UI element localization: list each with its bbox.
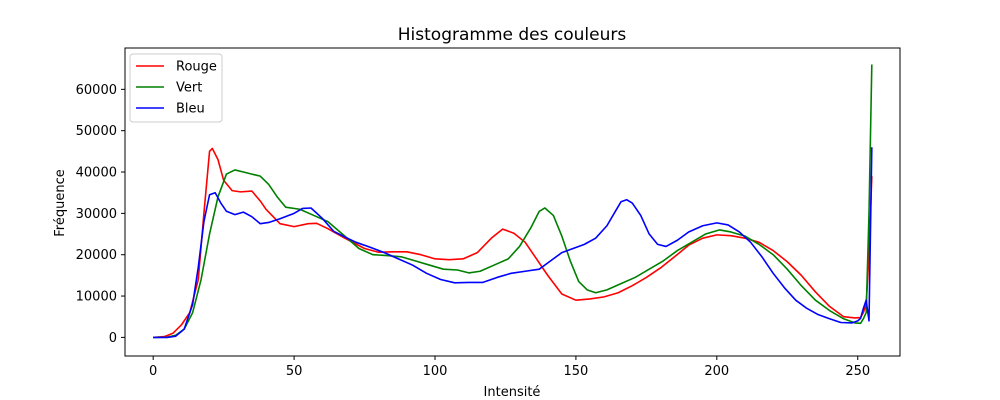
- legend-box: [129, 53, 223, 123]
- series-line-rouge: [153, 147, 873, 339]
- legend-label-rouge: Rouge: [176, 60, 217, 75]
- y-axis: 0 10000 20000 30000 40000 50000 60000: [76, 83, 125, 346]
- y-axis-title: Fréquence: [53, 169, 68, 236]
- legend: Rouge Vert Bleu: [129, 53, 223, 123]
- y-tick-label: 50000: [76, 124, 117, 139]
- y-tick-label: 10000: [76, 290, 117, 305]
- x-tick-label: 50: [286, 364, 303, 379]
- plot-frame: [124, 47, 901, 357]
- series-layer: [153, 64, 873, 339]
- y-tick-label: 40000: [76, 166, 117, 181]
- chart-title: Histogramme des couleurs: [398, 25, 627, 45]
- y-tick-label: 60000: [76, 83, 117, 98]
- x-axis: 0 50 100 150 200 250: [149, 356, 870, 379]
- legend-label-bleu: Bleu: [176, 102, 205, 117]
- x-tick-label: 100: [423, 364, 448, 379]
- x-axis-title: Intensité: [484, 385, 541, 400]
- y-tick-label: 30000: [76, 207, 117, 222]
- series-line-vert: [153, 64, 873, 339]
- x-tick-label: 250: [845, 364, 870, 379]
- series-line-bleu: [153, 147, 873, 339]
- legend-label-vert: Vert: [176, 81, 202, 96]
- x-tick-label: 0: [149, 364, 157, 379]
- y-tick-label: 0: [109, 331, 117, 346]
- y-tick-label: 20000: [76, 248, 117, 263]
- x-tick-label: 150: [563, 364, 588, 379]
- x-tick-label: 200: [704, 364, 729, 379]
